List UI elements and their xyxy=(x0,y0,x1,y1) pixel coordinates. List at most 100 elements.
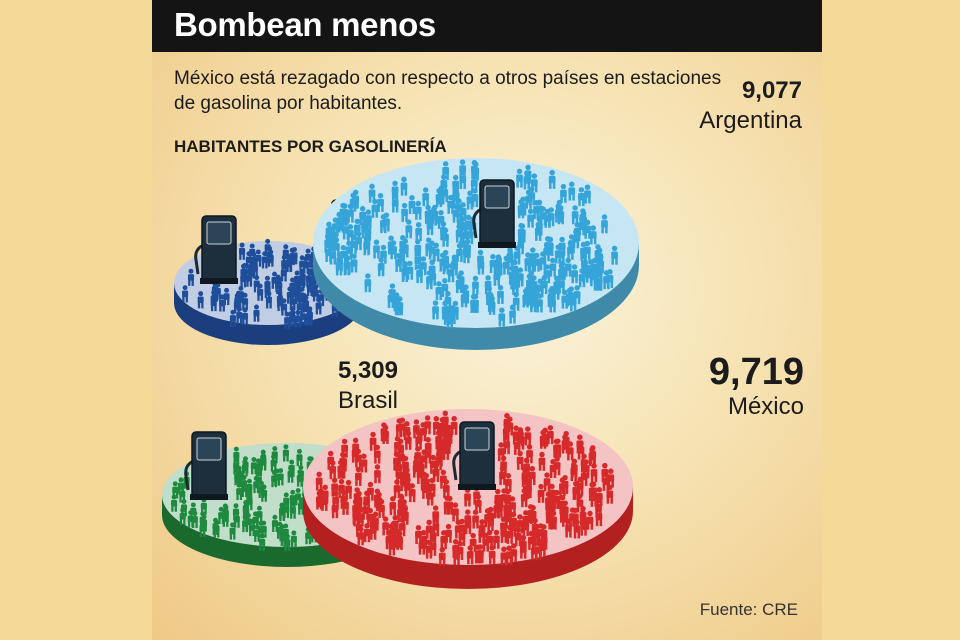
person-icon xyxy=(517,199,525,219)
person-icon xyxy=(271,514,278,533)
person-icon xyxy=(435,281,443,301)
person-icon xyxy=(253,475,260,494)
person-icon xyxy=(408,194,416,214)
person-icon xyxy=(533,252,541,272)
person-icon xyxy=(357,526,365,546)
person-icon xyxy=(527,208,535,228)
person-icon xyxy=(415,430,423,450)
person-icon xyxy=(355,466,362,486)
person-icon xyxy=(199,519,206,537)
person-icon xyxy=(544,208,551,228)
person-icon xyxy=(603,270,610,290)
person-icon xyxy=(279,503,286,522)
person-icon xyxy=(569,292,577,312)
person-icon xyxy=(546,425,554,445)
person-icon xyxy=(300,307,307,326)
person-icon xyxy=(523,170,531,190)
person-icon xyxy=(482,532,490,552)
person-icon xyxy=(500,546,508,566)
person-icon xyxy=(534,221,542,241)
person-icon xyxy=(570,461,578,481)
person-icon xyxy=(425,539,433,559)
person-icon xyxy=(241,459,248,477)
person-icon xyxy=(460,288,468,308)
person-icon xyxy=(519,539,527,559)
person-icon xyxy=(442,479,450,499)
person-icon xyxy=(287,465,294,483)
person-icon xyxy=(222,509,229,527)
person-icon xyxy=(343,256,351,276)
person-icon xyxy=(559,477,566,497)
person-icon xyxy=(242,292,249,310)
person-icon xyxy=(271,470,278,488)
person-icon xyxy=(401,263,409,283)
person-icon xyxy=(171,494,178,512)
person-icon xyxy=(236,482,243,500)
person-icon xyxy=(270,454,277,472)
person-icon xyxy=(595,507,603,527)
person-icon xyxy=(498,307,506,327)
person-icon xyxy=(290,530,297,548)
person-icon xyxy=(394,296,402,316)
person-icon xyxy=(404,430,412,450)
country-label-argentina: Argentina xyxy=(699,107,802,134)
person-icon xyxy=(502,255,510,275)
person-icon xyxy=(213,520,220,538)
person-icon xyxy=(248,518,255,537)
person-icon xyxy=(586,510,594,530)
person-icon xyxy=(453,546,460,566)
person-icon xyxy=(426,216,434,236)
person-icon xyxy=(350,253,358,273)
person-icon xyxy=(590,463,598,483)
person-icon xyxy=(472,509,479,529)
person-icon xyxy=(543,472,551,492)
person-icon xyxy=(289,309,297,328)
person-icon xyxy=(447,263,455,283)
person-icon xyxy=(261,484,268,502)
gas-pump-icon xyxy=(472,179,516,248)
person-icon xyxy=(567,240,574,260)
person-icon xyxy=(580,516,587,536)
person-icon xyxy=(529,293,537,313)
person-icon xyxy=(512,275,519,295)
person-icon xyxy=(493,499,501,519)
person-icon xyxy=(377,257,385,277)
population-discs-chart: 2,978EU9,077Argentina5,309Brasil9,719Méx… xyxy=(162,77,804,589)
person-icon xyxy=(191,510,198,529)
person-icon xyxy=(179,507,186,525)
person-icon xyxy=(233,510,240,528)
person-icon xyxy=(565,518,572,538)
person-icon xyxy=(242,514,249,533)
person-icon xyxy=(229,309,236,327)
person-icon xyxy=(253,304,260,322)
person-icon xyxy=(329,460,337,480)
person-icon xyxy=(522,288,530,308)
person-icon xyxy=(440,530,448,550)
person-icon xyxy=(412,458,420,478)
person-icon xyxy=(297,497,305,515)
person-icon xyxy=(560,183,567,203)
person-icon xyxy=(391,193,399,213)
person-icon xyxy=(536,278,544,298)
person-icon xyxy=(438,546,446,566)
person-icon xyxy=(588,446,596,466)
person-icon xyxy=(415,221,423,242)
person-icon xyxy=(446,309,454,329)
person-icon xyxy=(400,472,407,492)
person-icon xyxy=(589,225,597,245)
person-icon xyxy=(396,530,403,550)
person-icon xyxy=(369,520,377,540)
person-icon xyxy=(463,244,470,264)
person-icon xyxy=(241,307,249,325)
person-icon xyxy=(426,486,434,506)
person-icon xyxy=(456,242,463,262)
person-icon xyxy=(296,469,303,487)
value-label-argentina: 9,077 xyxy=(742,77,802,104)
person-icon xyxy=(395,252,402,272)
disc-argentina: 9,077 Argentina xyxy=(313,77,803,350)
person-icon xyxy=(241,479,248,498)
person-icon xyxy=(499,465,506,485)
person-icon xyxy=(493,266,501,286)
person-icon xyxy=(509,304,516,324)
person-icon xyxy=(561,289,569,309)
